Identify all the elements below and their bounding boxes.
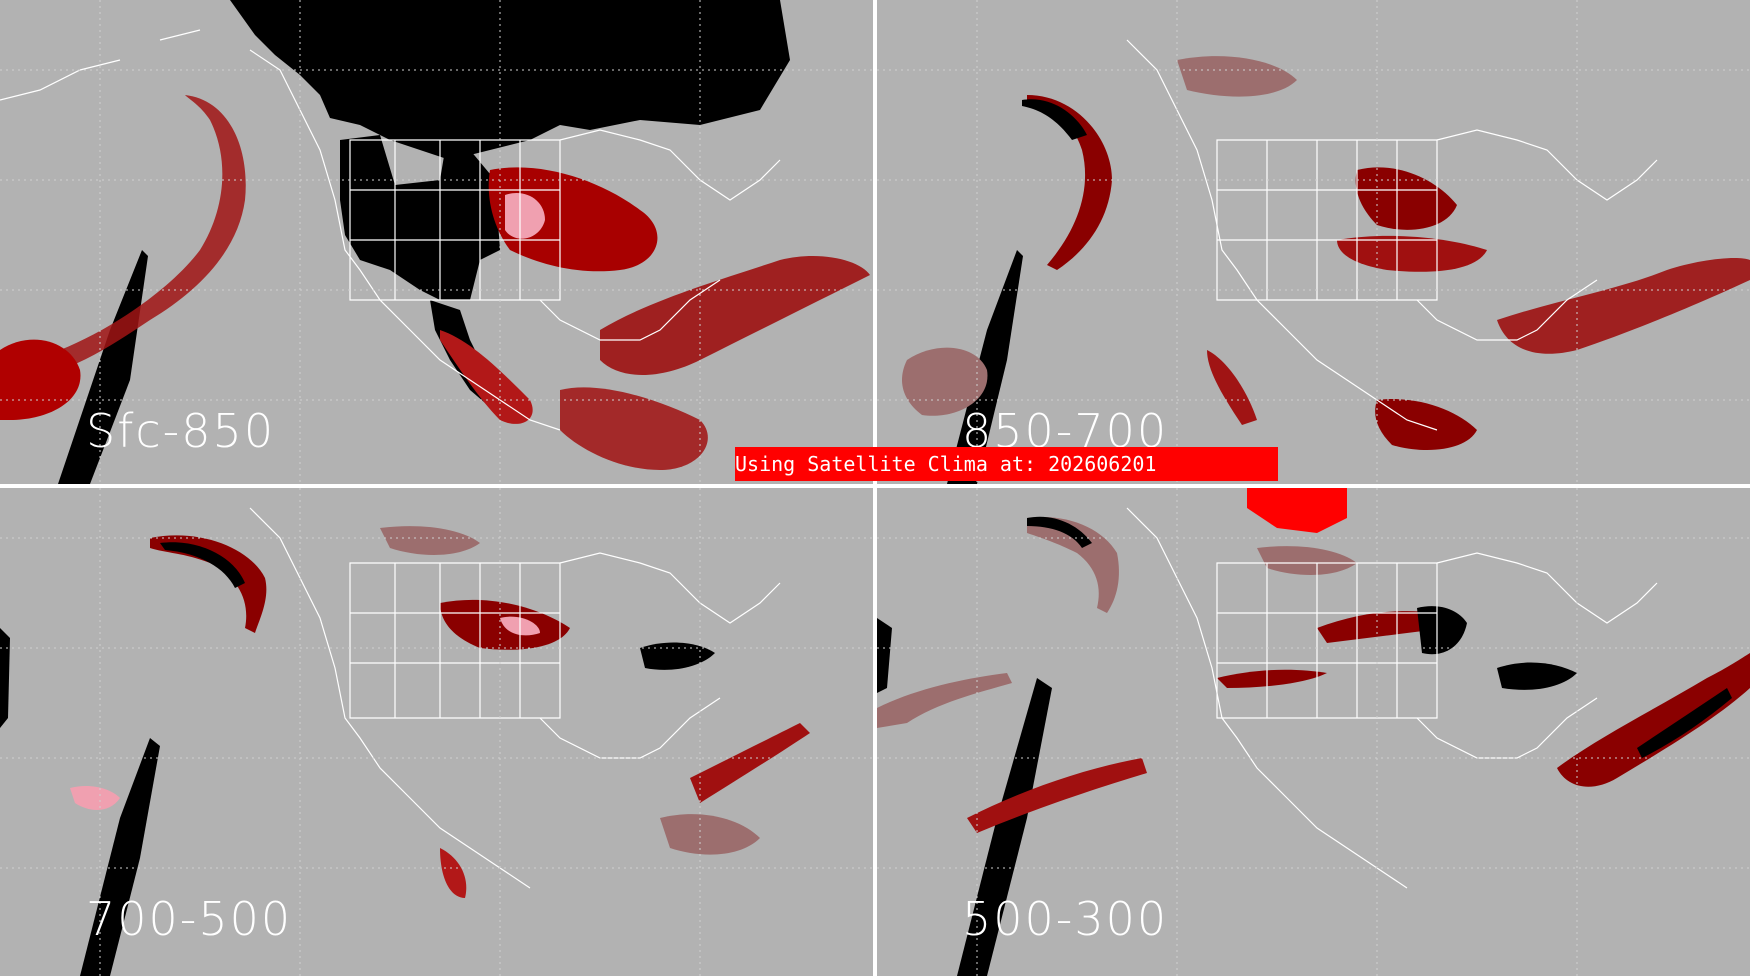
no-data-edge xyxy=(0,628,10,728)
moisture-east-dark xyxy=(1497,662,1577,690)
moisture-west xyxy=(877,673,1012,728)
map-layer xyxy=(877,0,1750,484)
moisture-atlantic-dark xyxy=(1637,688,1732,758)
moisture-arc xyxy=(1027,95,1112,270)
moisture-nebraska xyxy=(1417,606,1467,655)
moisture-arc-dark xyxy=(160,542,245,588)
no-data-swath xyxy=(58,250,148,484)
moisture-mexico xyxy=(440,848,467,898)
moisture-plains xyxy=(488,167,658,272)
moisture-arc-dark xyxy=(1022,99,1087,140)
moisture-arc xyxy=(1027,517,1119,613)
panel-label: 850-700 xyxy=(962,404,1169,458)
moisture-atlantic xyxy=(690,723,810,803)
moisture-arc xyxy=(150,535,267,633)
moisture-caribbean xyxy=(660,814,760,855)
panel-divider-vertical xyxy=(873,0,877,976)
no-data-region-north xyxy=(230,0,790,160)
status-banner: Using Satellite Clima at: 202606201 xyxy=(735,447,1278,481)
grid-lines xyxy=(0,0,873,484)
moisture-caribbean xyxy=(560,387,708,470)
panel-label: 700-500 xyxy=(86,892,293,946)
map-layer xyxy=(0,0,873,484)
moisture-east xyxy=(1337,235,1487,272)
no-data-swath xyxy=(957,678,1052,976)
grid-lines xyxy=(877,0,1750,484)
moisture-gulf xyxy=(600,255,870,375)
moisture-arc-dark xyxy=(1027,516,1092,548)
moisture-pink xyxy=(505,192,545,239)
map-panel-500-300: 500-300 xyxy=(877,488,1750,976)
moisture-north xyxy=(380,526,480,555)
moisture-atlantic xyxy=(1557,653,1750,787)
moisture-caribbean xyxy=(1375,399,1477,450)
map-panel-sfc-850: Sfc-850 xyxy=(0,0,873,484)
moisture-arc xyxy=(30,95,246,372)
no-data-region-west xyxy=(340,135,500,300)
bright-red-patch xyxy=(1247,488,1347,533)
moisture-sw xyxy=(70,786,120,810)
map-panel-700-500: 700-500 xyxy=(0,488,873,976)
moisture-atlantic xyxy=(1497,258,1750,354)
coastline-group xyxy=(1126,39,1658,431)
moisture-mexico xyxy=(440,330,533,424)
map-panel-850-700: 850-700 xyxy=(877,0,1750,484)
coastline-group xyxy=(249,507,781,889)
moisture-mexico xyxy=(1207,350,1257,425)
map-layer xyxy=(877,488,1750,976)
no-data-edge xyxy=(877,618,892,693)
coastline-group xyxy=(0,29,781,431)
no-data-swath xyxy=(80,738,160,976)
moisture-north xyxy=(1177,56,1297,97)
moisture-sw xyxy=(967,758,1147,833)
panel-divider-horizontal xyxy=(0,484,1750,488)
panel-label: Sfc-850 xyxy=(86,404,276,458)
moisture-east-dark xyxy=(640,642,715,670)
moisture-plains xyxy=(1317,611,1447,643)
panel-label: 500-300 xyxy=(962,892,1169,946)
moisture-patch-sw xyxy=(902,347,988,416)
moisture-plains xyxy=(1355,167,1457,230)
moisture-north xyxy=(1257,546,1357,575)
moisture-central xyxy=(1217,669,1327,688)
map-layer xyxy=(0,488,873,976)
